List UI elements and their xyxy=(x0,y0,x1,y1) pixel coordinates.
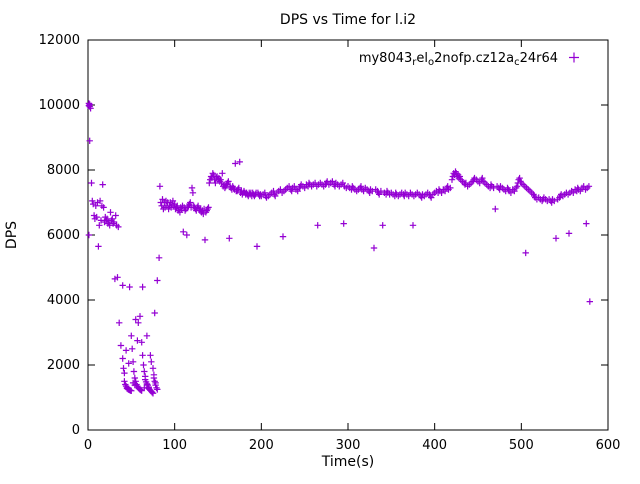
x-tick-label: 200 xyxy=(249,438,274,453)
x-tick-label: 0 xyxy=(84,438,92,453)
y-axis-label: DPS xyxy=(4,221,20,249)
x-tick-label: 400 xyxy=(422,438,447,453)
y-tick-label: 10000 xyxy=(39,98,80,113)
legend-label: my8043relo2nofp.cz12ac24r64 xyxy=(359,51,558,68)
data-points-series xyxy=(85,100,593,397)
y-tick-label: 6000 xyxy=(47,228,80,243)
y-tick-label: 0 xyxy=(72,423,80,438)
x-tick-labels: 0 100 200 300 400 500 600 xyxy=(84,438,621,453)
y-tick-label: 8000 xyxy=(47,163,80,178)
plot-title: DPS vs Time for l.i2 xyxy=(280,12,416,28)
plot-border xyxy=(87,39,609,431)
x-tick-label: 500 xyxy=(509,438,534,453)
y-tick-label: 2000 xyxy=(47,358,80,373)
legend-plus-marker-icon xyxy=(569,52,579,63)
y-tick-label: 4000 xyxy=(47,293,80,308)
x-axis-label: Time(s) xyxy=(321,454,374,470)
x-tick-label: 100 xyxy=(162,438,187,453)
legend: my8043relo2nofp.cz12ac24r64 xyxy=(359,51,579,68)
y-tick-labels: 0 2000 4000 6000 8000 10000 12000 xyxy=(39,33,80,438)
y-tick-label: 12000 xyxy=(39,33,80,48)
x-tick-label: 600 xyxy=(596,438,621,453)
x-tick-label: 300 xyxy=(336,438,361,453)
axis-ticks xyxy=(87,39,609,431)
